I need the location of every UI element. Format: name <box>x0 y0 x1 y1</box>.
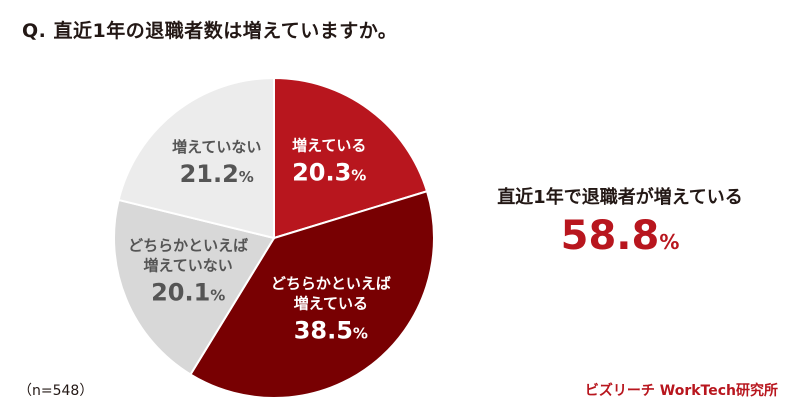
slice-label-group-0: 増えている 20.3% <box>292 136 366 186</box>
slice-value-2: 20.1% <box>151 278 225 306</box>
pie-slice-1 <box>189 189 435 399</box>
question-title: Q. 直近1年の退職者数は増えていますか。 <box>22 20 398 42</box>
slice-label-2-line-1: 増えていない <box>144 256 233 274</box>
summary-number: 58.8 <box>560 213 660 259</box>
slice-label-3-line-0: 増えていない <box>172 138 261 156</box>
slice-value-1: 38.5% <box>294 316 368 344</box>
slice-label-1-line-1: 増えている <box>294 294 368 312</box>
pie-slice-3 <box>117 76 275 240</box>
source-credit: ビズリーチ WorkTech研究所 <box>584 383 778 399</box>
pie-slice-0 <box>273 76 429 240</box>
slice-label-0-line-0: 増えている <box>292 136 366 154</box>
summary-value: 58.8% <box>470 213 770 259</box>
slice-label-2-line-0: どちらかといえば <box>128 236 248 254</box>
summary-callout: 直近1年で退職者が増えている 58.8% <box>470 183 770 259</box>
pie-slice-2 <box>113 198 276 376</box>
slice-label-1-line-0: どちらかといえば <box>271 274 391 292</box>
sample-size-note: （n=548） <box>18 383 94 399</box>
slice-value-0: 20.3% <box>292 158 366 186</box>
summary-unit: % <box>659 230 680 254</box>
slice-label-group-3: 増えていない 21.2% <box>172 138 261 188</box>
summary-text: 直近1年で退職者が増えている <box>497 187 743 208</box>
slice-value-3: 21.2% <box>180 160 254 188</box>
